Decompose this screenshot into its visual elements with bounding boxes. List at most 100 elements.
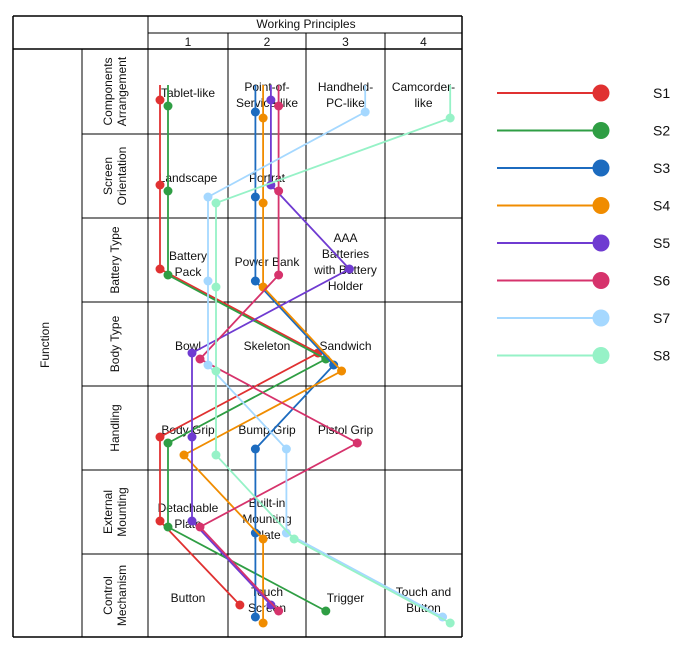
- solution-line: [198, 85, 360, 612]
- option-body-grip: Body Grip: [161, 423, 215, 437]
- row-label-line: Battery Type: [108, 226, 122, 293]
- solution-point: [258, 113, 268, 123]
- row-label-line: External: [101, 490, 115, 534]
- option-button: Button: [171, 591, 206, 605]
- row-labels: Components Arrangement Screen Orientation Ba…: [101, 56, 129, 626]
- solution-point: [274, 606, 284, 616]
- solution-point: [258, 534, 268, 544]
- solution-path-s2: [163, 85, 331, 616]
- solution-point: [250, 444, 260, 454]
- option-cells: Tablet-like Point-of-Service-like Handheld…: [158, 80, 456, 615]
- solution-point: [155, 264, 165, 274]
- option-handheld-pc-like: Handheld- PC-like: [318, 80, 373, 110]
- solution-point: [155, 95, 165, 105]
- row-label-components-arrangement: Components Arrangement: [101, 56, 129, 126]
- legend-label: S5: [653, 235, 670, 251]
- option-text-line: Power Bank: [235, 255, 301, 269]
- option-text-line: Pistol Grip: [318, 423, 374, 437]
- solution-point: [445, 113, 455, 123]
- option-sandwich: Sandwich: [319, 339, 371, 353]
- solution-point: [163, 522, 173, 532]
- solution-line: [207, 85, 444, 618]
- legend-item-s4: S4: [497, 197, 670, 214]
- option-text-line: Body Grip: [161, 423, 215, 437]
- option-text-line: AAA: [333, 231, 357, 245]
- solution-point: [203, 360, 213, 370]
- column-numbers: 1 2 3 4: [185, 35, 428, 49]
- legend-item-s8: S8: [497, 347, 670, 364]
- row-label-screen-orientation: Screen Orientation: [101, 147, 129, 206]
- solution-line: [215, 85, 452, 624]
- option-camcorder-like: Camcorder-like: [392, 80, 455, 110]
- morph-table-grid: [12, 15, 463, 638]
- option-text-line: Bump Grip: [238, 423, 296, 437]
- column-number-3: 3: [342, 35, 349, 49]
- option-text-line: Pack: [175, 265, 203, 279]
- option-text-line: Button: [171, 591, 206, 605]
- solution-path-s7: [203, 85, 448, 622]
- solution-point: [187, 432, 197, 442]
- column-number-2: 2: [264, 35, 271, 49]
- solution-point: [258, 618, 268, 628]
- solution-point: [250, 276, 260, 286]
- legend-label: S7: [653, 310, 670, 326]
- solution-point: [337, 366, 347, 376]
- option-text-line: with Battery: [313, 263, 377, 277]
- option-text-line: Landscape: [159, 171, 218, 185]
- legend-marker: [592, 84, 610, 102]
- option-text-line: Point-of-: [244, 80, 289, 94]
- solution-line: [182, 85, 344, 623]
- legend-marker: [592, 197, 610, 214]
- solution-point: [163, 270, 173, 280]
- solution-path-s8: [211, 85, 455, 628]
- option-text-line: Skeleton: [244, 339, 291, 353]
- row-label-line: Orientation: [115, 147, 129, 206]
- solution-line: [191, 85, 351, 606]
- legend-marker: [592, 347, 610, 364]
- option-bump-grip: Bump Grip: [238, 423, 296, 437]
- legend-item-s7: S7: [497, 309, 670, 327]
- option-landscape: Landscape: [159, 171, 218, 185]
- option-text-line: Detachable: [158, 501, 219, 515]
- option-text-line: Handheld-: [318, 80, 373, 94]
- option-trigger: Trigger: [327, 591, 365, 605]
- row-label-line: Handling: [108, 404, 122, 451]
- legend-label: S1: [653, 85, 670, 101]
- option-text-line: Sandwich: [319, 339, 371, 353]
- option-text-line: Battery: [169, 249, 207, 263]
- solution-point: [289, 534, 299, 544]
- solution-point: [274, 270, 284, 280]
- solution-point: [155, 180, 165, 190]
- option-text-line: like: [414, 96, 432, 110]
- solution-point: [250, 612, 260, 622]
- solution-point: [195, 354, 205, 364]
- solution-point: [155, 516, 165, 526]
- row-label-line: Body Type: [108, 315, 122, 372]
- legend-marker: [592, 309, 610, 327]
- solution-point: [274, 101, 284, 111]
- solution-path-s3: [250, 85, 339, 622]
- solution-point: [163, 101, 173, 111]
- option-text-line: Tablet-like: [161, 86, 215, 100]
- legend-label: S4: [653, 198, 670, 214]
- solution-point: [211, 282, 221, 292]
- row-label-line: Control: [101, 576, 115, 615]
- option-tablet-like: Tablet-like: [161, 86, 215, 100]
- solution-point: [163, 186, 173, 196]
- solution-point: [344, 264, 354, 274]
- option-text-line: Touch: [251, 585, 283, 599]
- option-text-line: Trigger: [327, 591, 365, 605]
- row-label-external-mounting: External Mounting: [101, 487, 129, 536]
- solution-point: [203, 192, 213, 202]
- solution-point: [155, 432, 165, 442]
- legend: S1 S2 S3 S4 S5 S6 S7 S8: [497, 84, 670, 364]
- legend-item-s6: S6: [497, 272, 670, 289]
- solution-point: [195, 522, 205, 532]
- option-text-line: PC-like: [326, 96, 365, 110]
- legend-item-s1: S1: [497, 84, 670, 102]
- legend-item-s2: S2: [497, 122, 670, 139]
- row-label-battery-type: Battery Type: [108, 226, 122, 293]
- solution-point: [211, 198, 221, 208]
